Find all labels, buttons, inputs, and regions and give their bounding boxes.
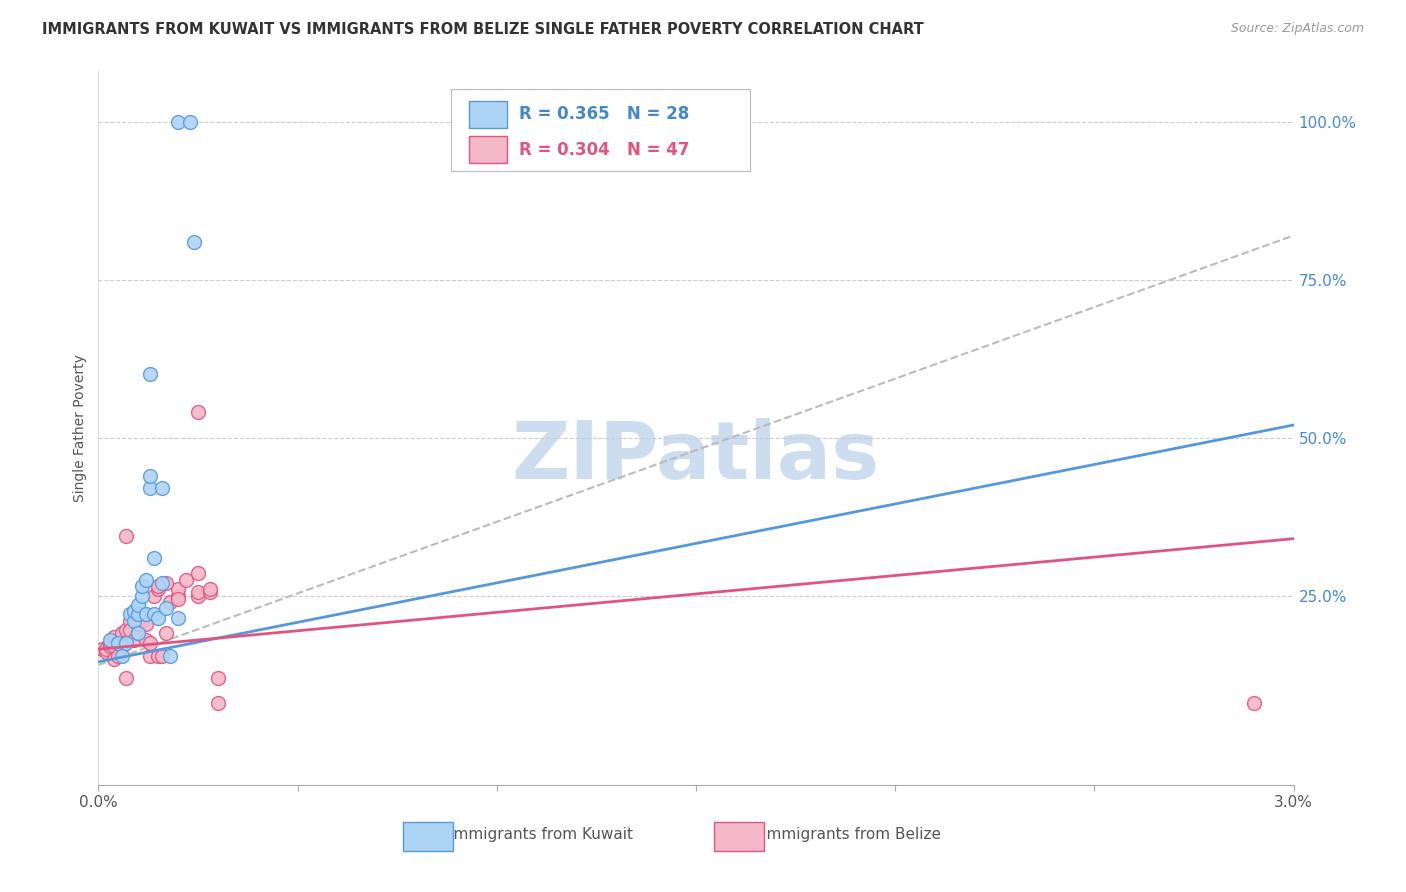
Point bbox=[96, 642, 118, 657]
Point bbox=[139, 368, 162, 382]
Point bbox=[98, 636, 122, 650]
Point bbox=[131, 579, 153, 593]
Point bbox=[120, 624, 142, 638]
Point bbox=[167, 115, 190, 129]
Bar bbox=[714, 822, 763, 851]
Y-axis label: Single Father Poverty: Single Father Poverty bbox=[73, 354, 87, 502]
Point bbox=[107, 636, 129, 650]
Point bbox=[115, 528, 138, 542]
Point bbox=[143, 589, 166, 603]
FancyBboxPatch shape bbox=[451, 89, 749, 171]
Point bbox=[115, 671, 138, 685]
Point bbox=[111, 639, 134, 653]
Point bbox=[1243, 696, 1265, 710]
Point bbox=[135, 573, 157, 587]
Text: Immigrants from Kuwait: Immigrants from Kuwait bbox=[449, 828, 633, 842]
Point bbox=[120, 607, 142, 622]
Point bbox=[107, 648, 129, 663]
Text: R = 0.304   N = 47: R = 0.304 N = 47 bbox=[519, 141, 689, 159]
Text: IMMIGRANTS FROM KUWAIT VS IMMIGRANTS FROM BELIZE SINGLE FATHER POVERTY CORRELATI: IMMIGRANTS FROM KUWAIT VS IMMIGRANTS FRO… bbox=[42, 22, 924, 37]
Point bbox=[124, 632, 146, 647]
Point bbox=[131, 589, 153, 603]
Point bbox=[115, 624, 138, 638]
Point bbox=[107, 636, 129, 650]
Point bbox=[167, 591, 190, 606]
Point bbox=[167, 610, 190, 624]
Point bbox=[187, 405, 209, 419]
Point bbox=[96, 645, 118, 659]
Point bbox=[127, 598, 149, 612]
Point bbox=[183, 235, 205, 249]
Text: R = 0.365   N = 28: R = 0.365 N = 28 bbox=[519, 105, 689, 123]
Point bbox=[187, 589, 209, 603]
Point bbox=[155, 626, 177, 640]
Point bbox=[148, 579, 170, 593]
Point bbox=[148, 582, 170, 597]
Point bbox=[207, 671, 229, 685]
Point bbox=[155, 601, 177, 615]
Bar bbox=[470, 136, 508, 163]
Point bbox=[159, 595, 181, 609]
Point bbox=[187, 585, 209, 599]
Point bbox=[139, 468, 162, 483]
Point bbox=[103, 651, 125, 665]
Point bbox=[111, 648, 134, 663]
Text: Source: ZipAtlas.com: Source: ZipAtlas.com bbox=[1230, 22, 1364, 36]
Point bbox=[143, 550, 166, 565]
Point bbox=[124, 614, 146, 628]
Point bbox=[127, 626, 149, 640]
Point bbox=[127, 607, 149, 622]
Point bbox=[103, 639, 125, 653]
Point bbox=[150, 575, 173, 590]
Point bbox=[150, 481, 173, 495]
Point bbox=[155, 575, 177, 590]
Point bbox=[98, 639, 122, 653]
Text: Immigrants from Belize: Immigrants from Belize bbox=[762, 828, 941, 842]
Point bbox=[179, 115, 201, 129]
Point bbox=[135, 607, 157, 622]
Point bbox=[150, 648, 173, 663]
Point bbox=[139, 648, 162, 663]
Point bbox=[167, 582, 190, 597]
Point bbox=[148, 648, 170, 663]
Point bbox=[139, 636, 162, 650]
Point bbox=[143, 607, 166, 622]
Text: ZIPatlas: ZIPatlas bbox=[512, 417, 880, 496]
Point bbox=[103, 630, 125, 644]
Point bbox=[131, 614, 153, 628]
Point bbox=[167, 589, 190, 603]
Point bbox=[135, 616, 157, 631]
Point bbox=[148, 610, 170, 624]
Point bbox=[120, 614, 142, 628]
Point bbox=[98, 632, 122, 647]
Point bbox=[127, 616, 149, 631]
Point bbox=[159, 648, 181, 663]
Bar bbox=[470, 101, 508, 128]
Point bbox=[127, 626, 149, 640]
Point bbox=[131, 607, 153, 622]
Point bbox=[139, 481, 162, 495]
Bar bbox=[404, 822, 453, 851]
Point bbox=[198, 585, 221, 599]
Point bbox=[91, 642, 114, 657]
Point bbox=[198, 582, 221, 597]
Point bbox=[111, 626, 134, 640]
Point bbox=[135, 632, 157, 647]
Point bbox=[115, 636, 138, 650]
Point bbox=[174, 573, 197, 587]
Point bbox=[124, 604, 146, 618]
Point bbox=[207, 696, 229, 710]
Point bbox=[187, 566, 209, 581]
